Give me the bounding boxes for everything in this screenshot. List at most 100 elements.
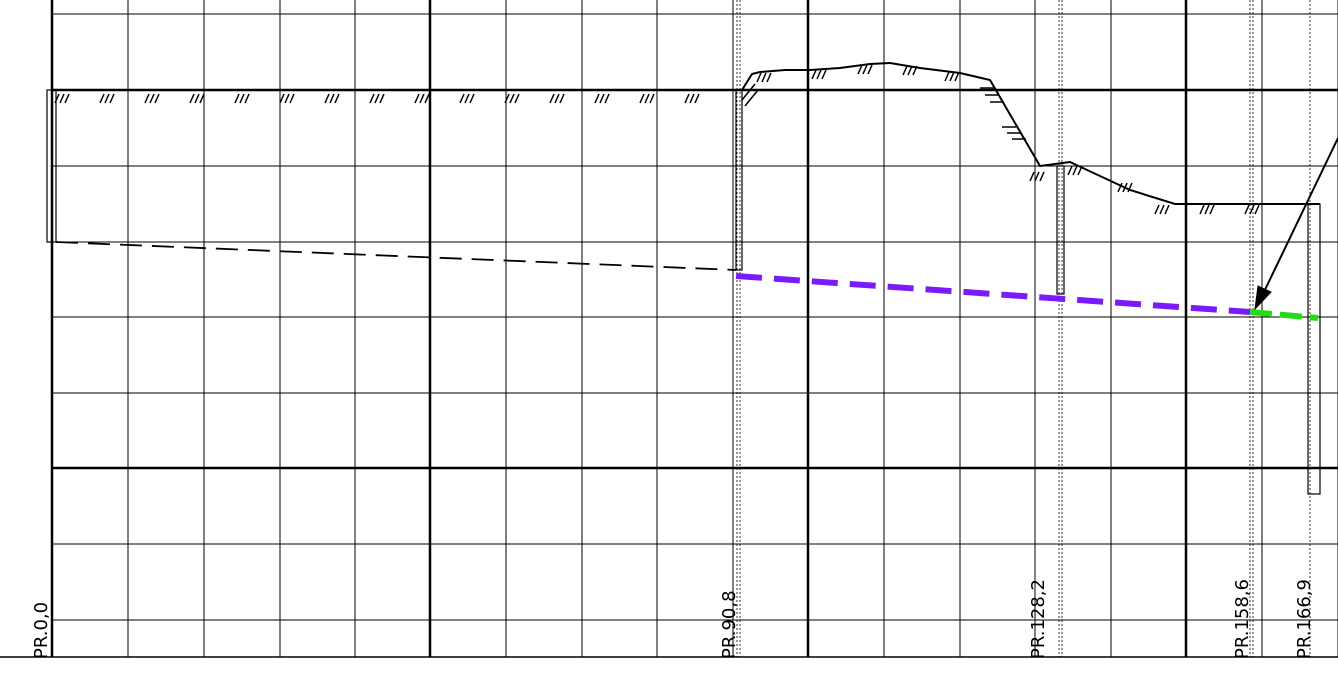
ground-hatch [504, 93, 510, 104]
ground-hatch [559, 93, 565, 104]
ground-hatch [639, 93, 645, 104]
ground-hatch [766, 72, 772, 83]
ground-hatch [816, 69, 822, 80]
ground-hatch [324, 93, 330, 104]
ground-hatch [912, 65, 918, 76]
grid [0, 0, 1338, 658]
ground-hatch [244, 93, 250, 104]
ground-hatch [1067, 165, 1073, 176]
manhole-pr-128-2 [1056, 165, 1065, 295]
ground-hatch [644, 93, 650, 104]
ground-hatch [1254, 204, 1260, 215]
ground-hatch [594, 93, 600, 104]
ground-hatch [1127, 182, 1133, 193]
ground-hatch [756, 72, 762, 83]
manhole-pr-90-8 [735, 89, 743, 271]
station-label-pr-158-6: PR.158,6 [1232, 579, 1253, 659]
ground-hatch [109, 93, 115, 104]
pipe-segment-green [1249, 309, 1319, 321]
pipe-profile [55, 137, 1338, 321]
ground-hatch [469, 93, 475, 104]
station-lines [736, 0, 1311, 657]
ground-hatch [329, 93, 335, 104]
ground-hatch [811, 69, 817, 80]
ground-hatch [949, 71, 955, 82]
ground-hatch [1029, 171, 1035, 182]
ground-hatch [944, 71, 950, 82]
leader-arrow-head [1254, 285, 1272, 311]
leader-arrow-line [1261, 137, 1338, 297]
ground-hatch [604, 93, 610, 104]
ground-hatch [234, 93, 240, 104]
ground-hatch [154, 93, 160, 104]
ground-hatch [239, 93, 245, 104]
slope-hatch [741, 83, 756, 101]
station-label-pr-0-0: PR.0,0 [31, 602, 52, 659]
ground-hatch [419, 93, 425, 104]
ground-hatch [1209, 204, 1215, 215]
ground-hatch [424, 93, 430, 104]
ground-hatch [374, 93, 380, 104]
ground-hatch [1249, 204, 1255, 215]
ground-hatch [1154, 204, 1160, 215]
ground-hatch [379, 93, 385, 104]
station-label-pr-166-9: PR.166,9 [1294, 579, 1315, 659]
ground-hatch [649, 93, 655, 104]
ground-hatch [857, 64, 863, 75]
ground-hatch [1039, 171, 1045, 182]
ground-hatch [1164, 204, 1170, 215]
manhole-pr-0-0 [46, 89, 57, 243]
ground-hatch [867, 64, 873, 75]
station-label-pr-90-8: PR.90,8 [719, 590, 740, 659]
ground-hatch [369, 93, 375, 104]
ground-hatch [1122, 182, 1128, 193]
ground-hatch [289, 93, 295, 104]
ground-hatch [1072, 165, 1078, 176]
ground-hatch [284, 93, 290, 104]
ground-hatch [599, 93, 605, 104]
ground-hatch [194, 93, 200, 104]
ground-hatch [99, 93, 105, 104]
ground-hatch [64, 93, 70, 104]
ground-hatch [554, 93, 560, 104]
ground-hatch [149, 93, 155, 104]
terrain-line [741, 61, 1320, 205]
station-labels: PR.0,0 PR.90,8 PR.128,2 PR.158,6 PR.166,… [31, 579, 1315, 659]
ground-hatch [1117, 182, 1123, 193]
ground-hatch [509, 93, 515, 104]
ground-hatch [199, 93, 205, 104]
ground-hatch [279, 93, 285, 104]
ground-hatch [689, 93, 695, 104]
ground-hatch [464, 93, 470, 104]
ground-hatch [1077, 165, 1083, 176]
ground-hatch [761, 72, 767, 83]
ground-hatch [1244, 204, 1250, 215]
ground-hatch [59, 93, 65, 104]
ground-hatch [694, 93, 700, 104]
ground-hatch [902, 65, 908, 76]
ground-hatch [954, 71, 960, 82]
slope-hatch [744, 89, 759, 107]
ground-hatch [907, 65, 913, 76]
ground-hatch [862, 64, 868, 75]
ground-hatch [104, 93, 110, 104]
station-label-pr-128-2: PR.128,2 [1028, 579, 1049, 659]
ground-hatch [459, 93, 465, 104]
ground-hatch [1204, 204, 1210, 215]
ground-hatch [1159, 204, 1165, 215]
pipe-segment-purple [735, 273, 1251, 315]
ground-hatch [189, 93, 195, 104]
terrain-profile [46, 61, 1321, 495]
ground-hatch [334, 93, 340, 104]
ground-hatch [414, 93, 420, 104]
ground-hatch [514, 93, 520, 104]
ground-hatch [549, 93, 555, 104]
ground-hatch [144, 93, 150, 104]
pipe-segment-existing [55, 241, 737, 271]
ground-hatch [684, 93, 690, 104]
ground-hatch [54, 93, 60, 104]
ground-hatch [1199, 204, 1205, 215]
ground-hatch [1034, 171, 1040, 182]
ground-hatch [821, 69, 827, 80]
